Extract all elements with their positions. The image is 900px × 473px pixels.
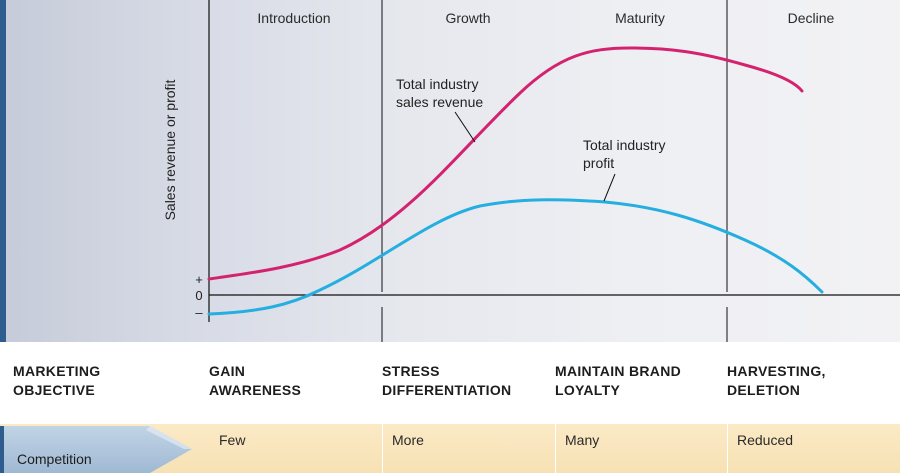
total-profit-curve: [207, 198, 824, 316]
stage-label-decline: Decline: [788, 10, 835, 26]
stage-label-growth: Growth: [445, 10, 490, 26]
life-cycle-chart: Introduction Growth Maturity Decline Sal…: [162, 0, 900, 342]
tick-minus: –: [195, 305, 203, 320]
tick-plus: +: [195, 272, 203, 287]
sales-annotation-line2: sales revenue: [396, 94, 483, 110]
competition-divider-1: [382, 424, 383, 473]
marketing-objective-row: [0, 342, 900, 424]
competition-introduction: Few: [219, 432, 246, 448]
marketing-objective-label: MARKETING OBJECTIVE: [13, 363, 101, 398]
competition-decline: Reduced: [737, 432, 794, 448]
left-accent-bar: [0, 0, 6, 342]
competition-label: Competition: [17, 451, 92, 467]
competition-divider-3: [727, 424, 728, 473]
sales-annotation-line1: Total industry: [396, 76, 478, 92]
objective-introduction: GAIN AWARENESS: [209, 363, 302, 398]
objective-growth: STRESS DIFFERENTIATION: [382, 363, 512, 398]
profit-annotation-line2: profit: [583, 155, 614, 171]
stage-label-introduction: Introduction: [257, 10, 330, 26]
competition-maturity: Many: [565, 432, 600, 448]
sales-leader-line: [454, 111, 476, 143]
stage-label-maturity: Maturity: [615, 10, 665, 26]
competition-divider-2: [555, 424, 556, 473]
profit-leader-line: [603, 173, 616, 202]
competition-growth: More: [392, 432, 424, 448]
chart-panel: [0, 0, 900, 342]
profit-annotation-line1: Total industry: [583, 137, 665, 153]
sales-revenue-curve: [207, 46, 804, 281]
competition-arrow-tab: [0, 426, 192, 473]
objective-maturity: MAINTAIN BRAND LOYALTY: [555, 363, 682, 398]
y-axis-label: Sales revenue or profit: [162, 79, 178, 220]
tick-zero: 0: [195, 288, 202, 303]
objective-decline: HARVESTING, DELETION: [727, 363, 826, 398]
